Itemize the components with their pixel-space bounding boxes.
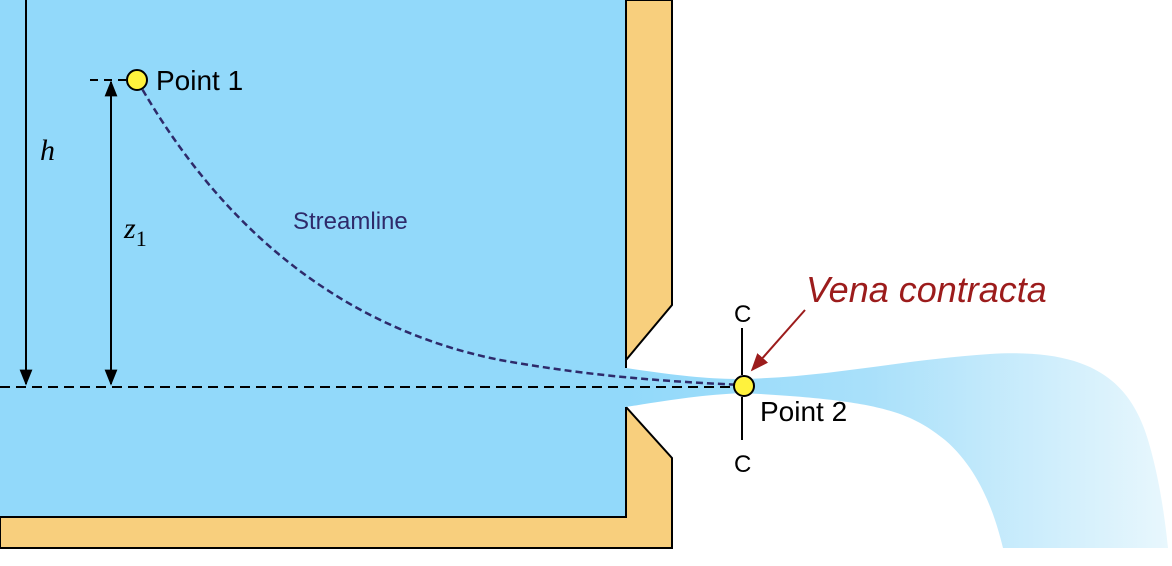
point1-marker — [126, 69, 148, 91]
vena-contracta-arrow — [750, 309, 806, 372]
section-c-bottom-label: C — [734, 451, 751, 478]
z1-label: z1 — [123, 212, 147, 251]
water-jet — [626, 353, 1168, 548]
section-c-top-label: C — [734, 301, 751, 328]
z-symbol: z — [123, 212, 136, 245]
h-label: h — [40, 134, 55, 167]
point2-marker — [733, 375, 755, 397]
tank-right-wall-upper — [625, 0, 673, 363]
z-subscript: 1 — [136, 226, 147, 251]
point1-label: Point 1 — [156, 65, 243, 96]
streamline-label: Streamline — [293, 208, 408, 235]
tank-water — [0, 0, 626, 517]
vena-contracta-label: Vena contracta — [806, 269, 1047, 310]
point2-label: Point 2 — [760, 396, 847, 427]
